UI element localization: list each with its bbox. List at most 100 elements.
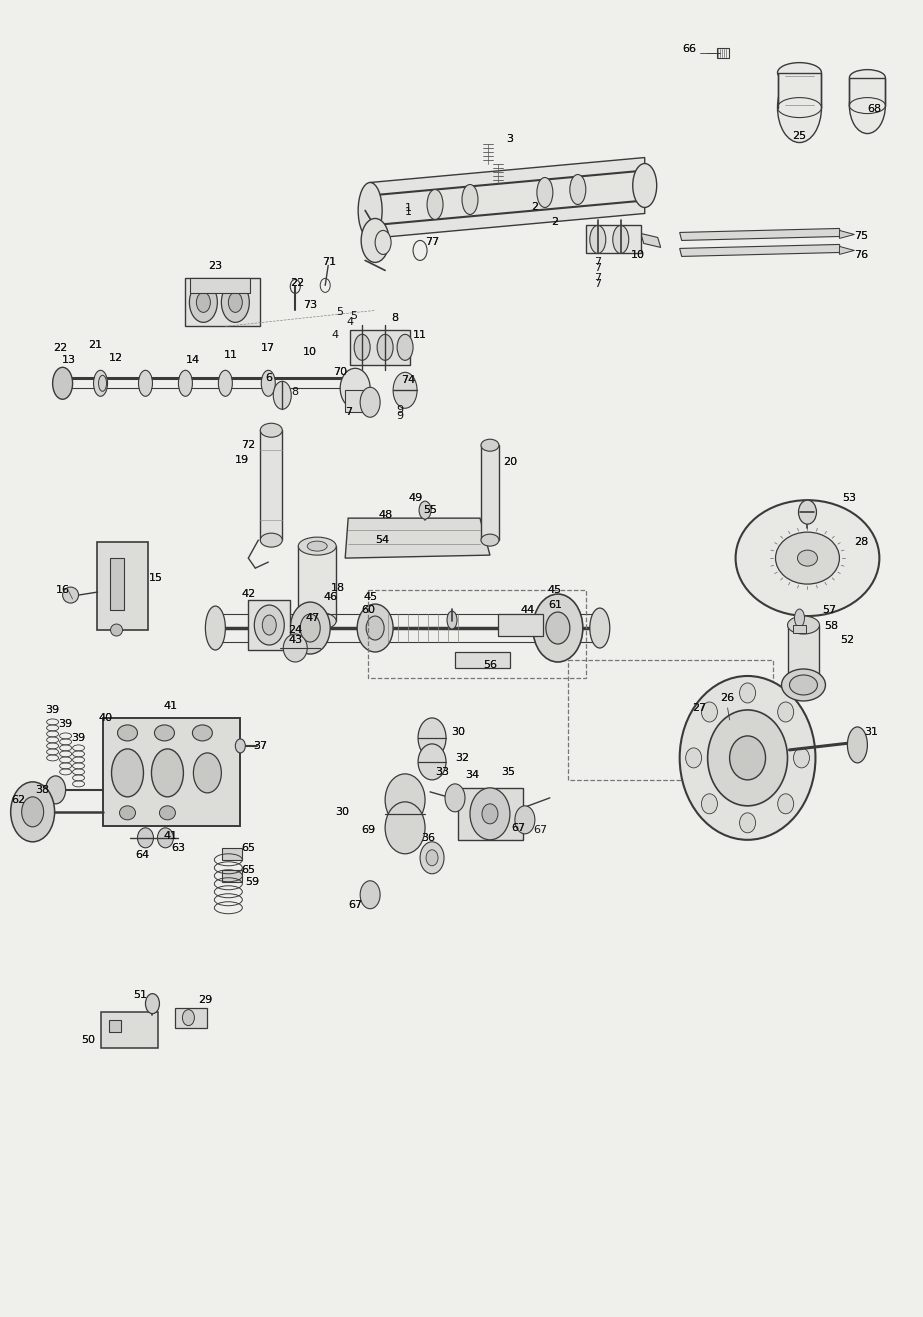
Text: 15: 15 [149,573,162,583]
Text: 55: 55 [423,506,438,515]
Text: 7: 7 [594,263,602,274]
Text: 47: 47 [306,612,319,623]
Text: 8: 8 [391,313,399,324]
Text: 2: 2 [551,217,558,228]
Text: 42: 42 [241,589,256,599]
Text: 32: 32 [455,753,469,763]
Ellipse shape [739,813,756,832]
Text: 49: 49 [408,493,422,503]
Ellipse shape [262,615,276,635]
Text: 54: 54 [375,535,390,545]
Text: 63: 63 [172,843,186,853]
Text: 56: 56 [483,660,497,670]
Bar [186,278,260,327]
Text: 34: 34 [465,770,479,780]
Ellipse shape [533,594,582,662]
Text: 50: 50 [81,1035,96,1044]
Bar [458,788,523,840]
Bar [849,78,885,105]
Text: 39: 39 [58,719,73,728]
Text: 53: 53 [843,493,857,503]
Ellipse shape [197,292,210,312]
Text: 2: 2 [551,217,558,228]
Bar [716,47,728,58]
Ellipse shape [569,175,586,204]
Ellipse shape [729,736,765,780]
Ellipse shape [797,551,818,566]
Text: 9: 9 [397,411,403,421]
Bar [345,390,375,412]
Text: 28: 28 [855,537,869,547]
Text: 27: 27 [692,703,707,712]
Ellipse shape [849,78,885,133]
Text: 45: 45 [363,593,378,602]
Bar [368,590,586,678]
Text: 58: 58 [824,622,838,631]
Text: 48: 48 [378,510,392,520]
Text: 9: 9 [397,406,403,415]
Ellipse shape [427,190,443,220]
Ellipse shape [794,748,809,768]
Ellipse shape [777,72,821,142]
Text: 29: 29 [198,994,212,1005]
Text: 22: 22 [54,344,67,353]
Ellipse shape [633,163,656,208]
Ellipse shape [290,602,330,655]
Ellipse shape [93,370,108,396]
Bar [568,660,773,780]
Ellipse shape [418,718,446,757]
Bar [110,558,124,610]
Ellipse shape [419,502,431,519]
Ellipse shape [739,684,756,703]
Text: 45: 45 [547,585,562,595]
Text: 76: 76 [855,250,869,261]
Ellipse shape [151,749,184,797]
Ellipse shape [307,541,327,551]
Ellipse shape [849,97,885,113]
Text: 4: 4 [347,317,354,328]
Text: 56: 56 [483,660,497,670]
Text: 50: 50 [81,1035,96,1044]
Text: 41: 41 [163,701,177,711]
Text: 27: 27 [692,703,707,712]
Text: 3: 3 [507,133,513,144]
Ellipse shape [160,806,175,819]
Ellipse shape [298,537,336,554]
Text: 33: 33 [435,766,449,777]
Text: 6: 6 [265,373,271,383]
Text: 39: 39 [45,705,60,715]
Text: 25: 25 [793,130,807,141]
Text: 48: 48 [378,510,392,520]
Bar [190,278,250,294]
Text: 44: 44 [521,605,535,615]
Text: 43: 43 [288,635,303,645]
Text: 61: 61 [548,601,562,610]
Text: 13: 13 [62,356,76,365]
Text: 41: 41 [163,831,177,840]
Text: 63: 63 [172,843,186,853]
Bar [222,869,243,882]
Ellipse shape [117,724,138,741]
Text: 39: 39 [45,705,60,715]
Ellipse shape [798,500,817,524]
Text: 65: 65 [241,843,256,853]
Ellipse shape [45,776,66,803]
Text: 64: 64 [136,849,150,860]
Polygon shape [345,518,490,558]
Ellipse shape [21,797,43,827]
Ellipse shape [260,423,282,437]
Text: 49: 49 [408,493,422,503]
Text: 66: 66 [683,43,697,54]
Text: 37: 37 [253,741,268,751]
Text: 23: 23 [209,261,222,271]
Text: 22: 22 [54,344,67,353]
Ellipse shape [590,225,605,253]
Text: 52: 52 [840,635,855,645]
Text: 44: 44 [521,605,535,615]
Ellipse shape [298,612,336,630]
Text: 45: 45 [363,593,378,602]
Text: 37: 37 [253,741,268,751]
Ellipse shape [777,97,821,117]
Ellipse shape [378,335,393,361]
Text: 30: 30 [451,727,465,738]
